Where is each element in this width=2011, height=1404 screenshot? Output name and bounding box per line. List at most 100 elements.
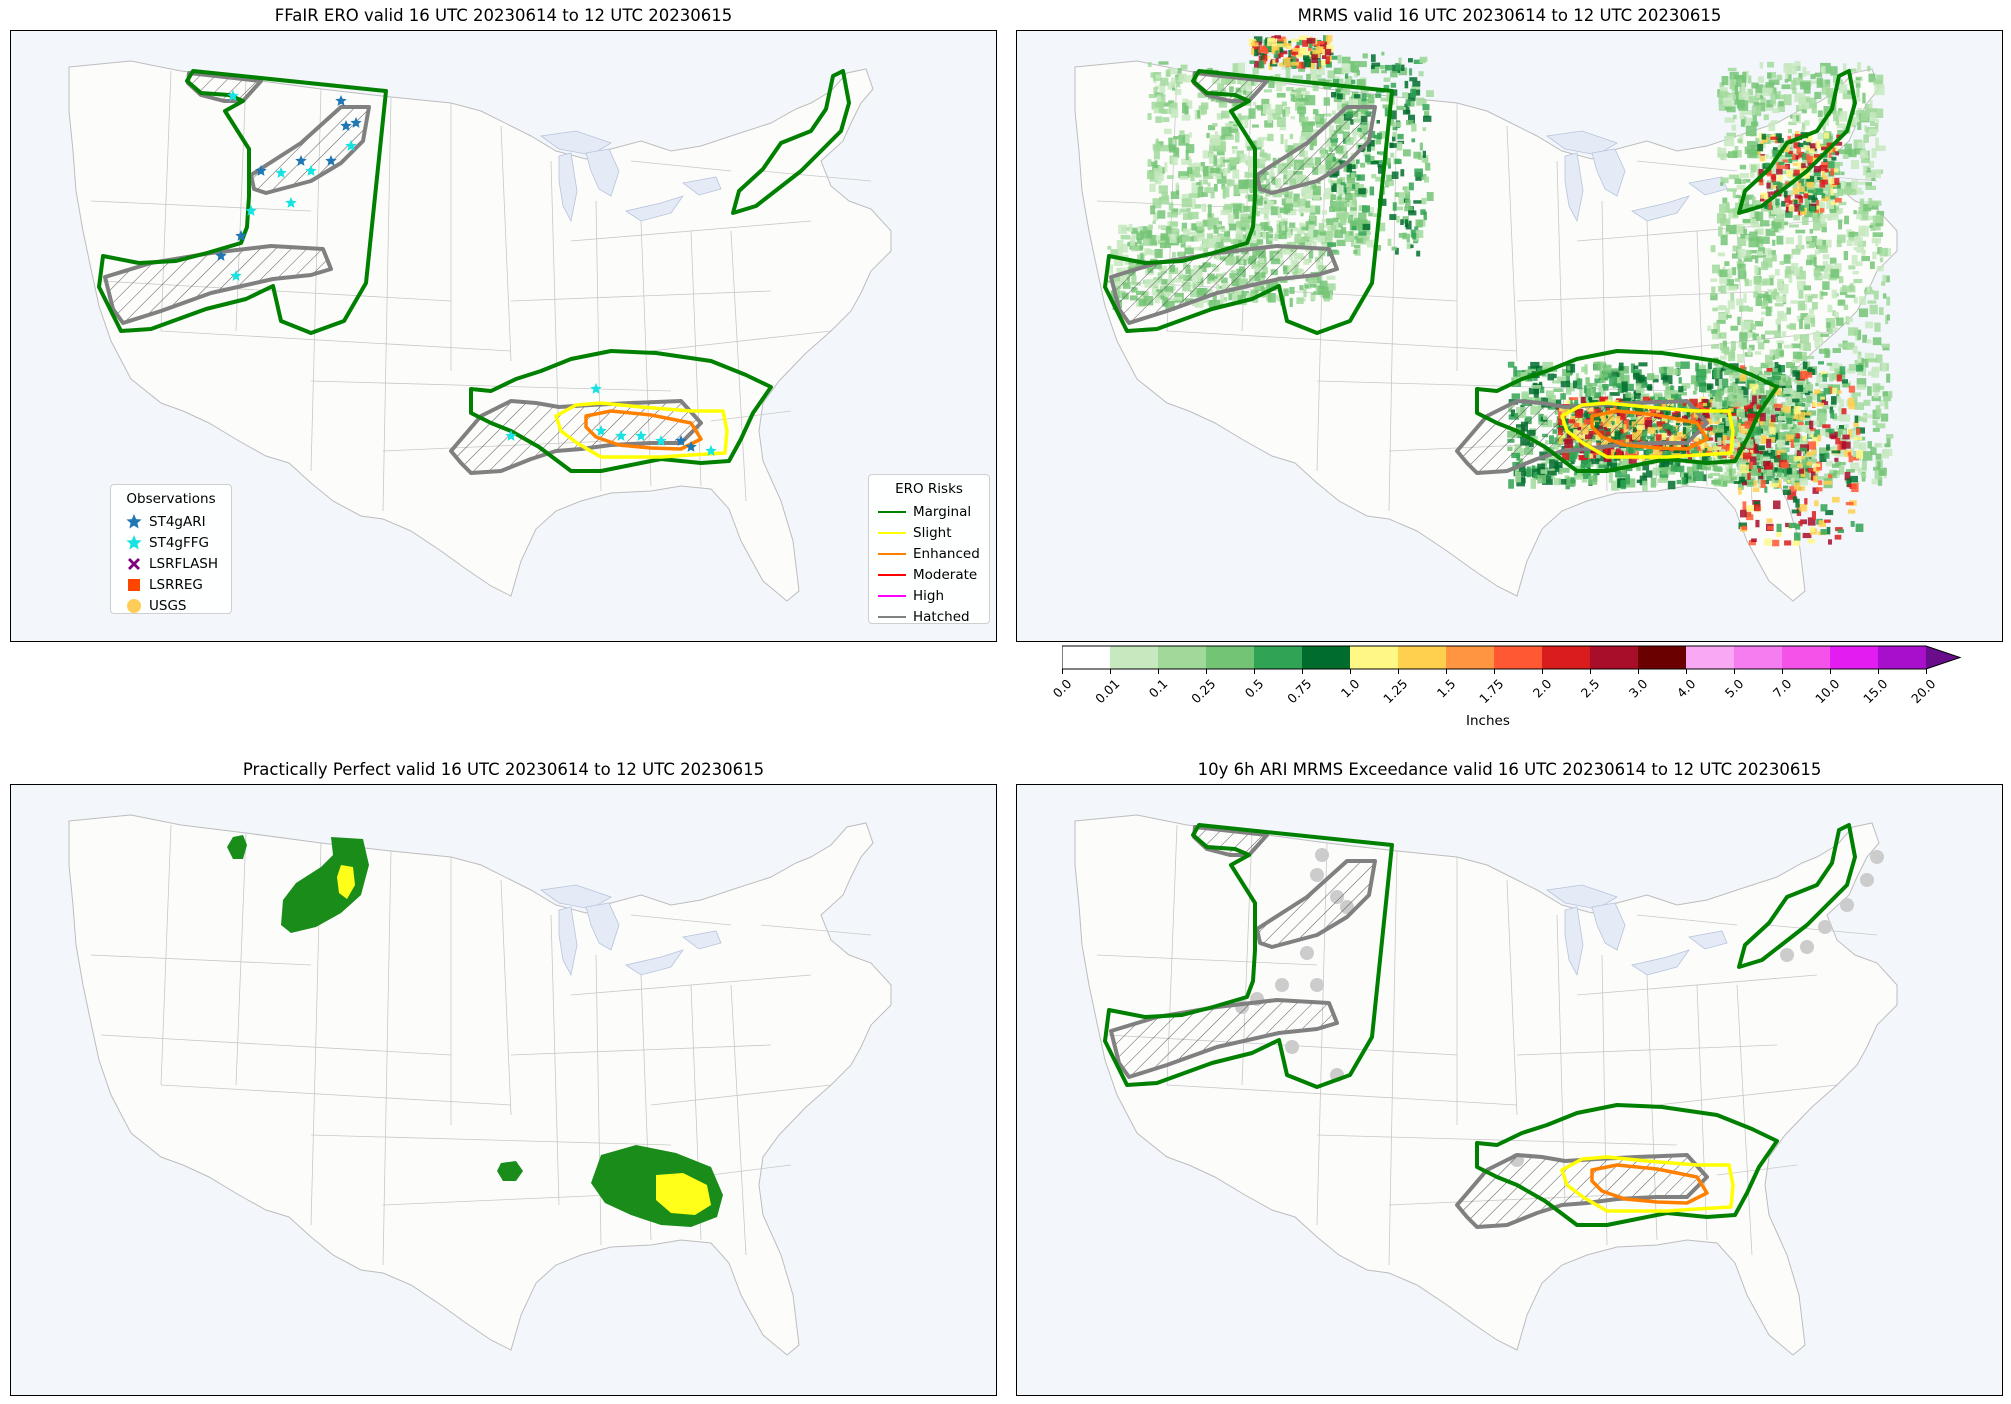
observation-marker — [275, 167, 287, 178]
precip-cell — [1351, 79, 1356, 85]
precip-cell — [1803, 316, 1811, 325]
precip-cell — [1364, 154, 1371, 163]
precip-cell — [1782, 406, 1792, 413]
precip-cell — [1830, 182, 1837, 188]
precip-cell — [1763, 460, 1770, 466]
precip-cell — [1615, 471, 1626, 478]
precip-cell — [1757, 468, 1762, 473]
precip-cell — [1660, 475, 1668, 481]
colorbar-tick-mark — [1925, 669, 1927, 674]
precip-cell — [1747, 75, 1752, 84]
precip-cell — [1817, 132, 1825, 140]
precip-cell — [1868, 198, 1873, 208]
precip-cell — [1148, 234, 1157, 246]
precip-cell — [1861, 155, 1870, 164]
precip-cell — [1716, 319, 1726, 324]
precip-cell — [1881, 362, 1887, 372]
precip-cell — [1261, 292, 1272, 298]
precip-cell — [1628, 455, 1637, 464]
precip-cell — [1733, 449, 1737, 457]
precip-cell — [1678, 377, 1682, 384]
precip-cell — [1220, 156, 1226, 167]
precip-cell — [1358, 231, 1367, 236]
precip-cell — [1276, 117, 1286, 127]
precip-cell — [1565, 399, 1571, 405]
map-mrms — [1016, 30, 2003, 642]
precip-cell — [1246, 146, 1258, 151]
precip-cell — [1803, 140, 1811, 145]
precip-cell — [1611, 368, 1619, 372]
precip-cell — [1830, 206, 1837, 213]
precip-cell — [1884, 400, 1889, 410]
precip-cell — [1600, 373, 1608, 378]
map-canvas — [1074, 814, 1898, 1356]
precip-cell — [1714, 411, 1720, 422]
precip-cell — [1350, 239, 1355, 247]
precip-cell — [1321, 60, 1327, 66]
marginal-risk-outline — [731, 69, 851, 215]
precip-cell — [1824, 473, 1832, 481]
precip-cell — [1777, 466, 1785, 473]
precip-cell — [1831, 289, 1837, 299]
precip-cell — [1788, 205, 1795, 212]
precip-cell — [1841, 441, 1851, 449]
panel-title-ari-exceedance: 10y 6h ARI MRMS Exceedance valid 16 UTC … — [1197, 760, 1822, 779]
observation-marker — [227, 90, 239, 101]
precip-cell — [1351, 69, 1359, 73]
precip-cell — [1252, 124, 1259, 128]
precip-cell — [1822, 260, 1829, 266]
precip-cell — [1758, 247, 1765, 254]
precip-cell — [1804, 390, 1813, 396]
precip-cell — [1624, 451, 1632, 459]
precip-cell — [1136, 245, 1143, 251]
precip-cell — [1813, 220, 1821, 231]
precip-cell — [1842, 430, 1847, 437]
precip-cell — [1379, 65, 1387, 70]
precip-cell — [1717, 147, 1721, 158]
precip-cell — [1727, 67, 1737, 72]
ari-exceedance-area — [1315, 848, 1329, 862]
precip-cell — [1304, 59, 1311, 68]
precip-cell — [1198, 179, 1203, 189]
precip-cell — [1424, 176, 1429, 183]
precip-cell — [1862, 334, 1867, 343]
precip-cell — [1227, 163, 1231, 174]
precip-cell — [1400, 64, 1405, 71]
land-mass — [1074, 814, 1898, 1356]
precip-cell — [1295, 88, 1302, 99]
precip-cell — [1383, 84, 1390, 89]
precip-cell — [1739, 423, 1749, 428]
precip-cell — [1711, 286, 1716, 296]
precip-cell — [1867, 300, 1877, 304]
precip-cell — [1507, 361, 1515, 368]
precip-cell — [1568, 397, 1573, 407]
precip-cell — [1792, 187, 1799, 195]
precip-cell — [1318, 65, 1325, 75]
ero-risks-legend-label: Marginal — [913, 503, 972, 520]
precip-cell — [1739, 164, 1747, 170]
precip-cell — [1824, 519, 1831, 523]
precip-cell — [1756, 211, 1764, 221]
precip-cell — [1752, 395, 1757, 405]
precip-cell — [1720, 151, 1727, 161]
precip-cell — [1235, 230, 1244, 240]
precip-cell — [1174, 231, 1179, 238]
ari-exceedance-area — [1310, 978, 1324, 992]
precip-cell — [1848, 455, 1853, 463]
hatched-risk-area — [1455, 399, 1709, 475]
precip-cell — [1749, 374, 1758, 383]
precip-cell — [1749, 332, 1753, 338]
precip-cell — [1850, 160, 1859, 169]
precip-cell — [1693, 471, 1704, 481]
precip-cell — [1807, 441, 1816, 450]
precip-cell — [1795, 372, 1803, 380]
precip-cell — [1809, 526, 1815, 533]
precip-cell — [1835, 151, 1839, 156]
precip-cell — [1128, 223, 1133, 232]
precip-cell — [1814, 272, 1823, 281]
star-marker-icon — [119, 513, 149, 531]
precip-cell — [1838, 343, 1849, 348]
precip-cell — [1774, 467, 1778, 472]
observation-marker — [230, 270, 242, 281]
precip-cell — [1624, 397, 1632, 403]
